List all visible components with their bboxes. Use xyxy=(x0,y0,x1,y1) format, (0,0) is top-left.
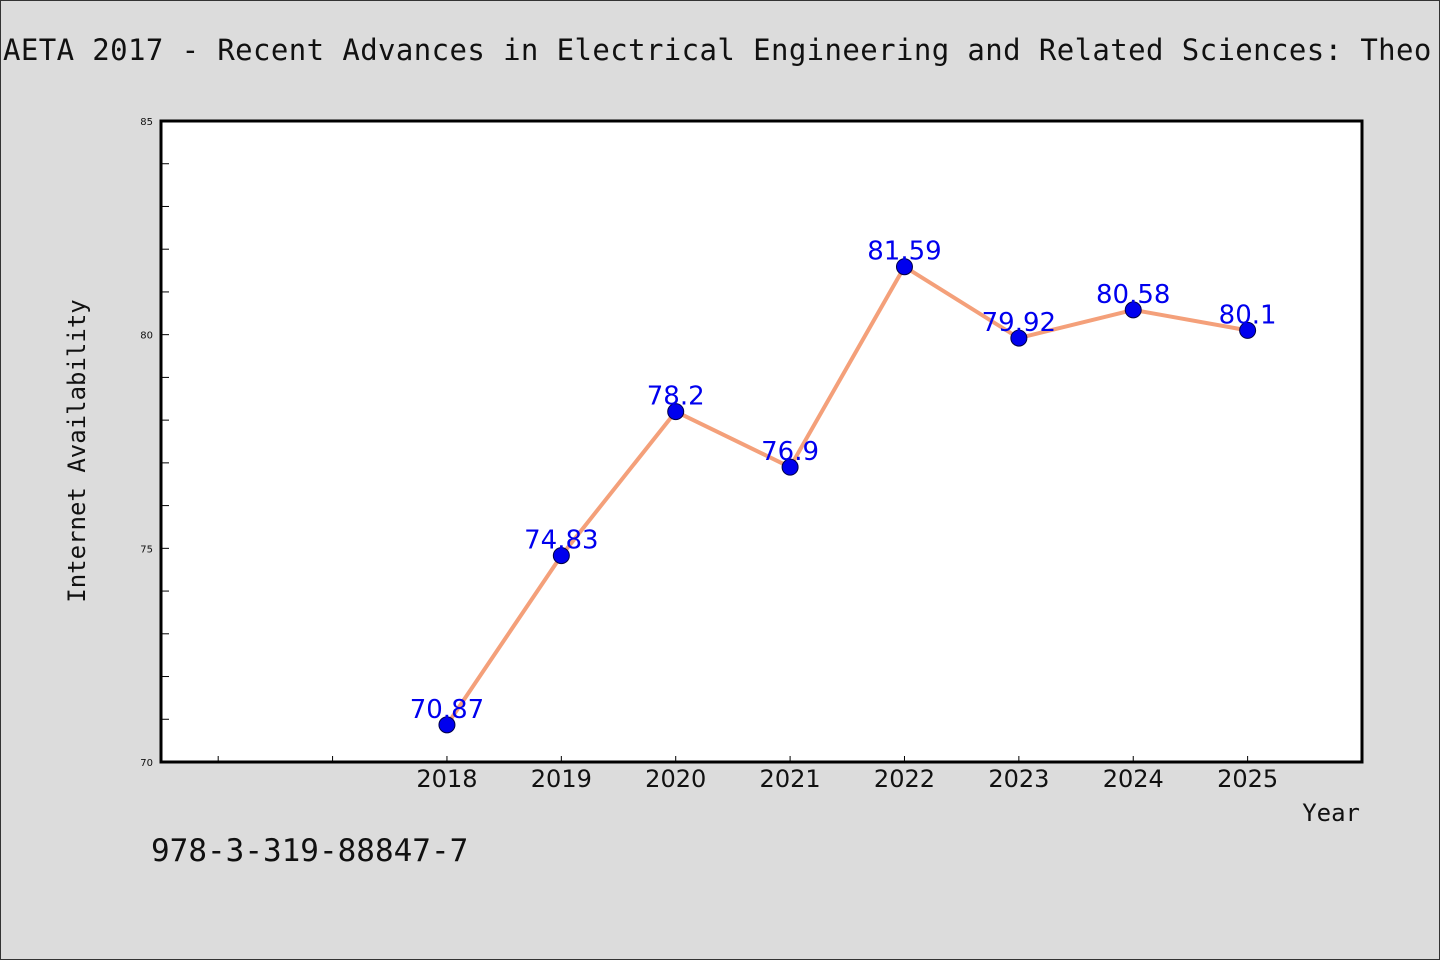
data-point xyxy=(552,547,570,565)
data-label: 80.58 xyxy=(1096,280,1170,310)
y-tick-label: 80 xyxy=(140,331,153,342)
page-title: AETA 2017 - Recent Advances in Electrica… xyxy=(3,33,1432,67)
isbn-code: 978-3-319-88847-7 xyxy=(151,833,469,869)
x-tick-label: 2025 xyxy=(1217,765,1278,793)
data-label: 80.1 xyxy=(1219,300,1277,330)
x-tick-label: 2018 xyxy=(416,765,477,793)
y-axis-title: Internet Availability xyxy=(63,299,91,602)
plot-area xyxy=(159,119,1364,764)
data-point xyxy=(895,258,913,276)
x-tick-label: 2024 xyxy=(1103,765,1164,793)
x-tick-label: 2022 xyxy=(874,765,935,793)
data-point xyxy=(1124,301,1142,319)
y-tick-label: 85 xyxy=(140,117,153,128)
x-tick-label: 2019 xyxy=(531,765,592,793)
y-tick-label: 70 xyxy=(140,758,153,769)
data-label: 81.59 xyxy=(867,237,941,267)
data-point xyxy=(1239,321,1257,339)
x-tick-label: 2021 xyxy=(760,765,821,793)
x-tick-label: 2023 xyxy=(988,765,1049,793)
data-label: 70.87 xyxy=(410,695,484,725)
x-axis-title: Year xyxy=(1302,799,1360,827)
x-tick-label: 2020 xyxy=(645,765,706,793)
series-line xyxy=(444,264,1250,727)
data-point xyxy=(438,716,456,734)
data-label: 76.9 xyxy=(761,437,819,467)
data-label: 79.92 xyxy=(982,308,1056,338)
data-label: 78.2 xyxy=(647,382,705,412)
data-point xyxy=(781,458,799,476)
y-tick-label: 75 xyxy=(140,544,153,555)
data-label: 74.83 xyxy=(524,526,598,556)
data-point xyxy=(1010,329,1028,347)
data-point xyxy=(667,403,685,421)
